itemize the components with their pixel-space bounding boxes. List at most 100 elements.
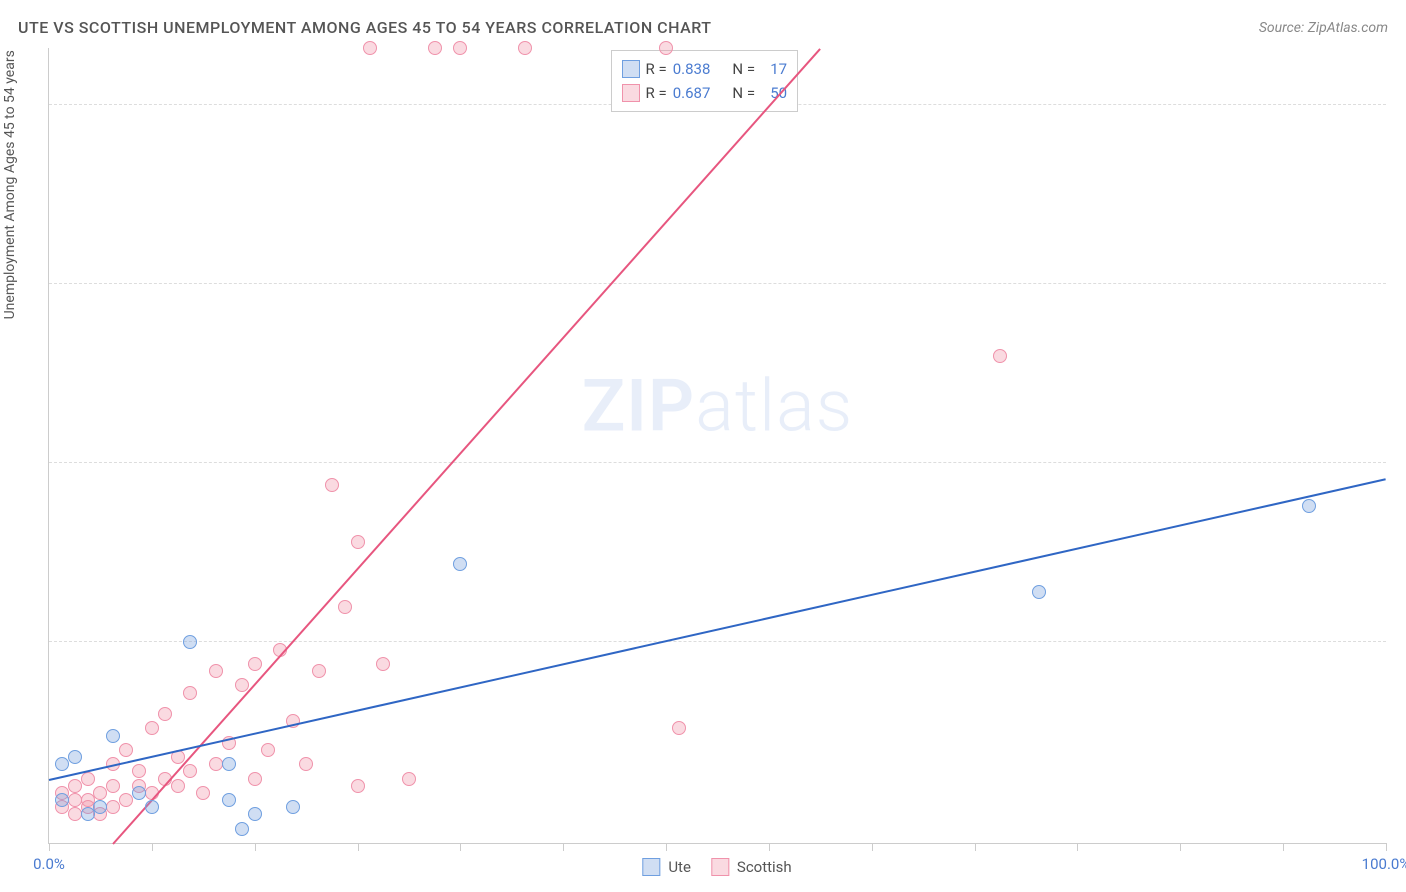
trend-line (113, 48, 822, 844)
legend-top-row: R = 0.838 N = 17 (622, 57, 788, 81)
scatter-point (93, 786, 107, 800)
scatter-point (145, 721, 159, 735)
scatter-point (248, 772, 262, 786)
scatter-point (363, 41, 377, 55)
legend-n-label: N = (732, 57, 755, 81)
gridline-h (49, 462, 1386, 463)
legend-r-label: R = (646, 81, 667, 105)
y-axis-label: Unemployment Among Ages 45 to 54 years (2, 50, 18, 319)
legend-r-value: 0.838 (673, 57, 711, 81)
legend-label: Scottish (737, 858, 792, 876)
watermark-light: atlas (695, 363, 853, 448)
x-tick (769, 843, 770, 851)
legend-r-label: R = (646, 57, 667, 81)
scatter-point (106, 779, 120, 793)
scatter-point (68, 750, 82, 764)
legend-swatch (622, 60, 640, 78)
trend-line (49, 478, 1386, 781)
scatter-point (81, 772, 95, 786)
scatter-point (261, 743, 275, 757)
legend-swatch (642, 858, 660, 876)
legend-r-value: 0.687 (673, 81, 711, 105)
scatter-point (376, 657, 390, 671)
scatter-point (209, 664, 223, 678)
scatter-point (453, 557, 467, 571)
x-tick (975, 843, 976, 851)
x-tick (49, 843, 50, 851)
legend-bottom-item: Scottish (711, 858, 792, 876)
watermark: ZIPatlas (582, 363, 854, 448)
scatter-point (1032, 585, 1046, 599)
legend-swatch (711, 858, 729, 876)
scatter-point (68, 779, 82, 793)
gridline-h (49, 283, 1386, 284)
scatter-point (55, 793, 69, 807)
scatter-point (158, 707, 172, 721)
scatter-point (402, 772, 416, 786)
watermark-bold: ZIP (582, 363, 695, 448)
scatter-point (183, 686, 197, 700)
scatter-point (518, 41, 532, 55)
scatter-point (222, 757, 236, 771)
y-tick-label: 100.0% (1396, 96, 1406, 114)
x-tick (1386, 843, 1387, 851)
x-tick-label: 0.0% (33, 855, 65, 873)
plot-region: ZIPatlas 25.0%50.0%75.0%100.0%0.0%100.0%… (48, 48, 1386, 844)
scatter-point (119, 793, 133, 807)
x-tick (872, 843, 873, 851)
scatter-point (132, 764, 146, 778)
scatter-point (286, 800, 300, 814)
scatter-point (428, 41, 442, 55)
scatter-point (196, 786, 210, 800)
scatter-point (106, 800, 120, 814)
chart-source: Source: ZipAtlas.com (1259, 20, 1388, 36)
legend-bottom: Ute Scottish (642, 858, 791, 876)
x-tick-label: 100.0% (1362, 855, 1406, 873)
scatter-point (453, 41, 467, 55)
gridline-h (49, 641, 1386, 642)
legend-top-row: R =0.687N =50 (622, 81, 788, 105)
y-tick-label: 50.0% (1396, 454, 1406, 472)
x-tick (255, 843, 256, 851)
scatter-point (132, 786, 146, 800)
legend-label: Ute (668, 858, 691, 876)
scatter-point (659, 41, 673, 55)
y-tick-label: 25.0% (1396, 633, 1406, 651)
scatter-point (312, 664, 326, 678)
scatter-point (351, 535, 365, 549)
x-tick (1283, 843, 1284, 851)
legend-n-value: 17 (761, 57, 787, 81)
scatter-point (183, 764, 197, 778)
scatter-point (222, 793, 236, 807)
x-tick (460, 843, 461, 851)
x-tick (666, 843, 667, 851)
scatter-point (171, 779, 185, 793)
scatter-point (672, 721, 686, 735)
scatter-point (55, 757, 69, 771)
scatter-point (183, 635, 197, 649)
scatter-point (338, 600, 352, 614)
y-tick-label: 75.0% (1396, 275, 1406, 293)
scatter-point (81, 793, 95, 807)
x-tick (1077, 843, 1078, 851)
scatter-point (248, 807, 262, 821)
chart-header: UTE VS SCOTTISH UNEMPLOYMENT AMONG AGES … (18, 18, 1388, 37)
x-tick (1180, 843, 1181, 851)
x-tick (563, 843, 564, 851)
scatter-point (235, 822, 249, 836)
x-tick (152, 843, 153, 851)
scatter-point (145, 800, 159, 814)
scatter-point (119, 743, 133, 757)
legend-swatch (622, 84, 640, 102)
chart-area: ZIPatlas 25.0%50.0%75.0%100.0%0.0%100.0%… (48, 48, 1386, 844)
scatter-point (81, 807, 95, 821)
x-tick (358, 843, 359, 851)
scatter-point (325, 478, 339, 492)
legend-bottom-item: Ute (642, 858, 691, 876)
legend-n-label: N = (732, 81, 755, 105)
scatter-point (993, 349, 1007, 363)
scatter-point (299, 757, 313, 771)
chart-title: UTE VS SCOTTISH UNEMPLOYMENT AMONG AGES … (18, 18, 711, 37)
scatter-point (106, 729, 120, 743)
scatter-point (351, 779, 365, 793)
